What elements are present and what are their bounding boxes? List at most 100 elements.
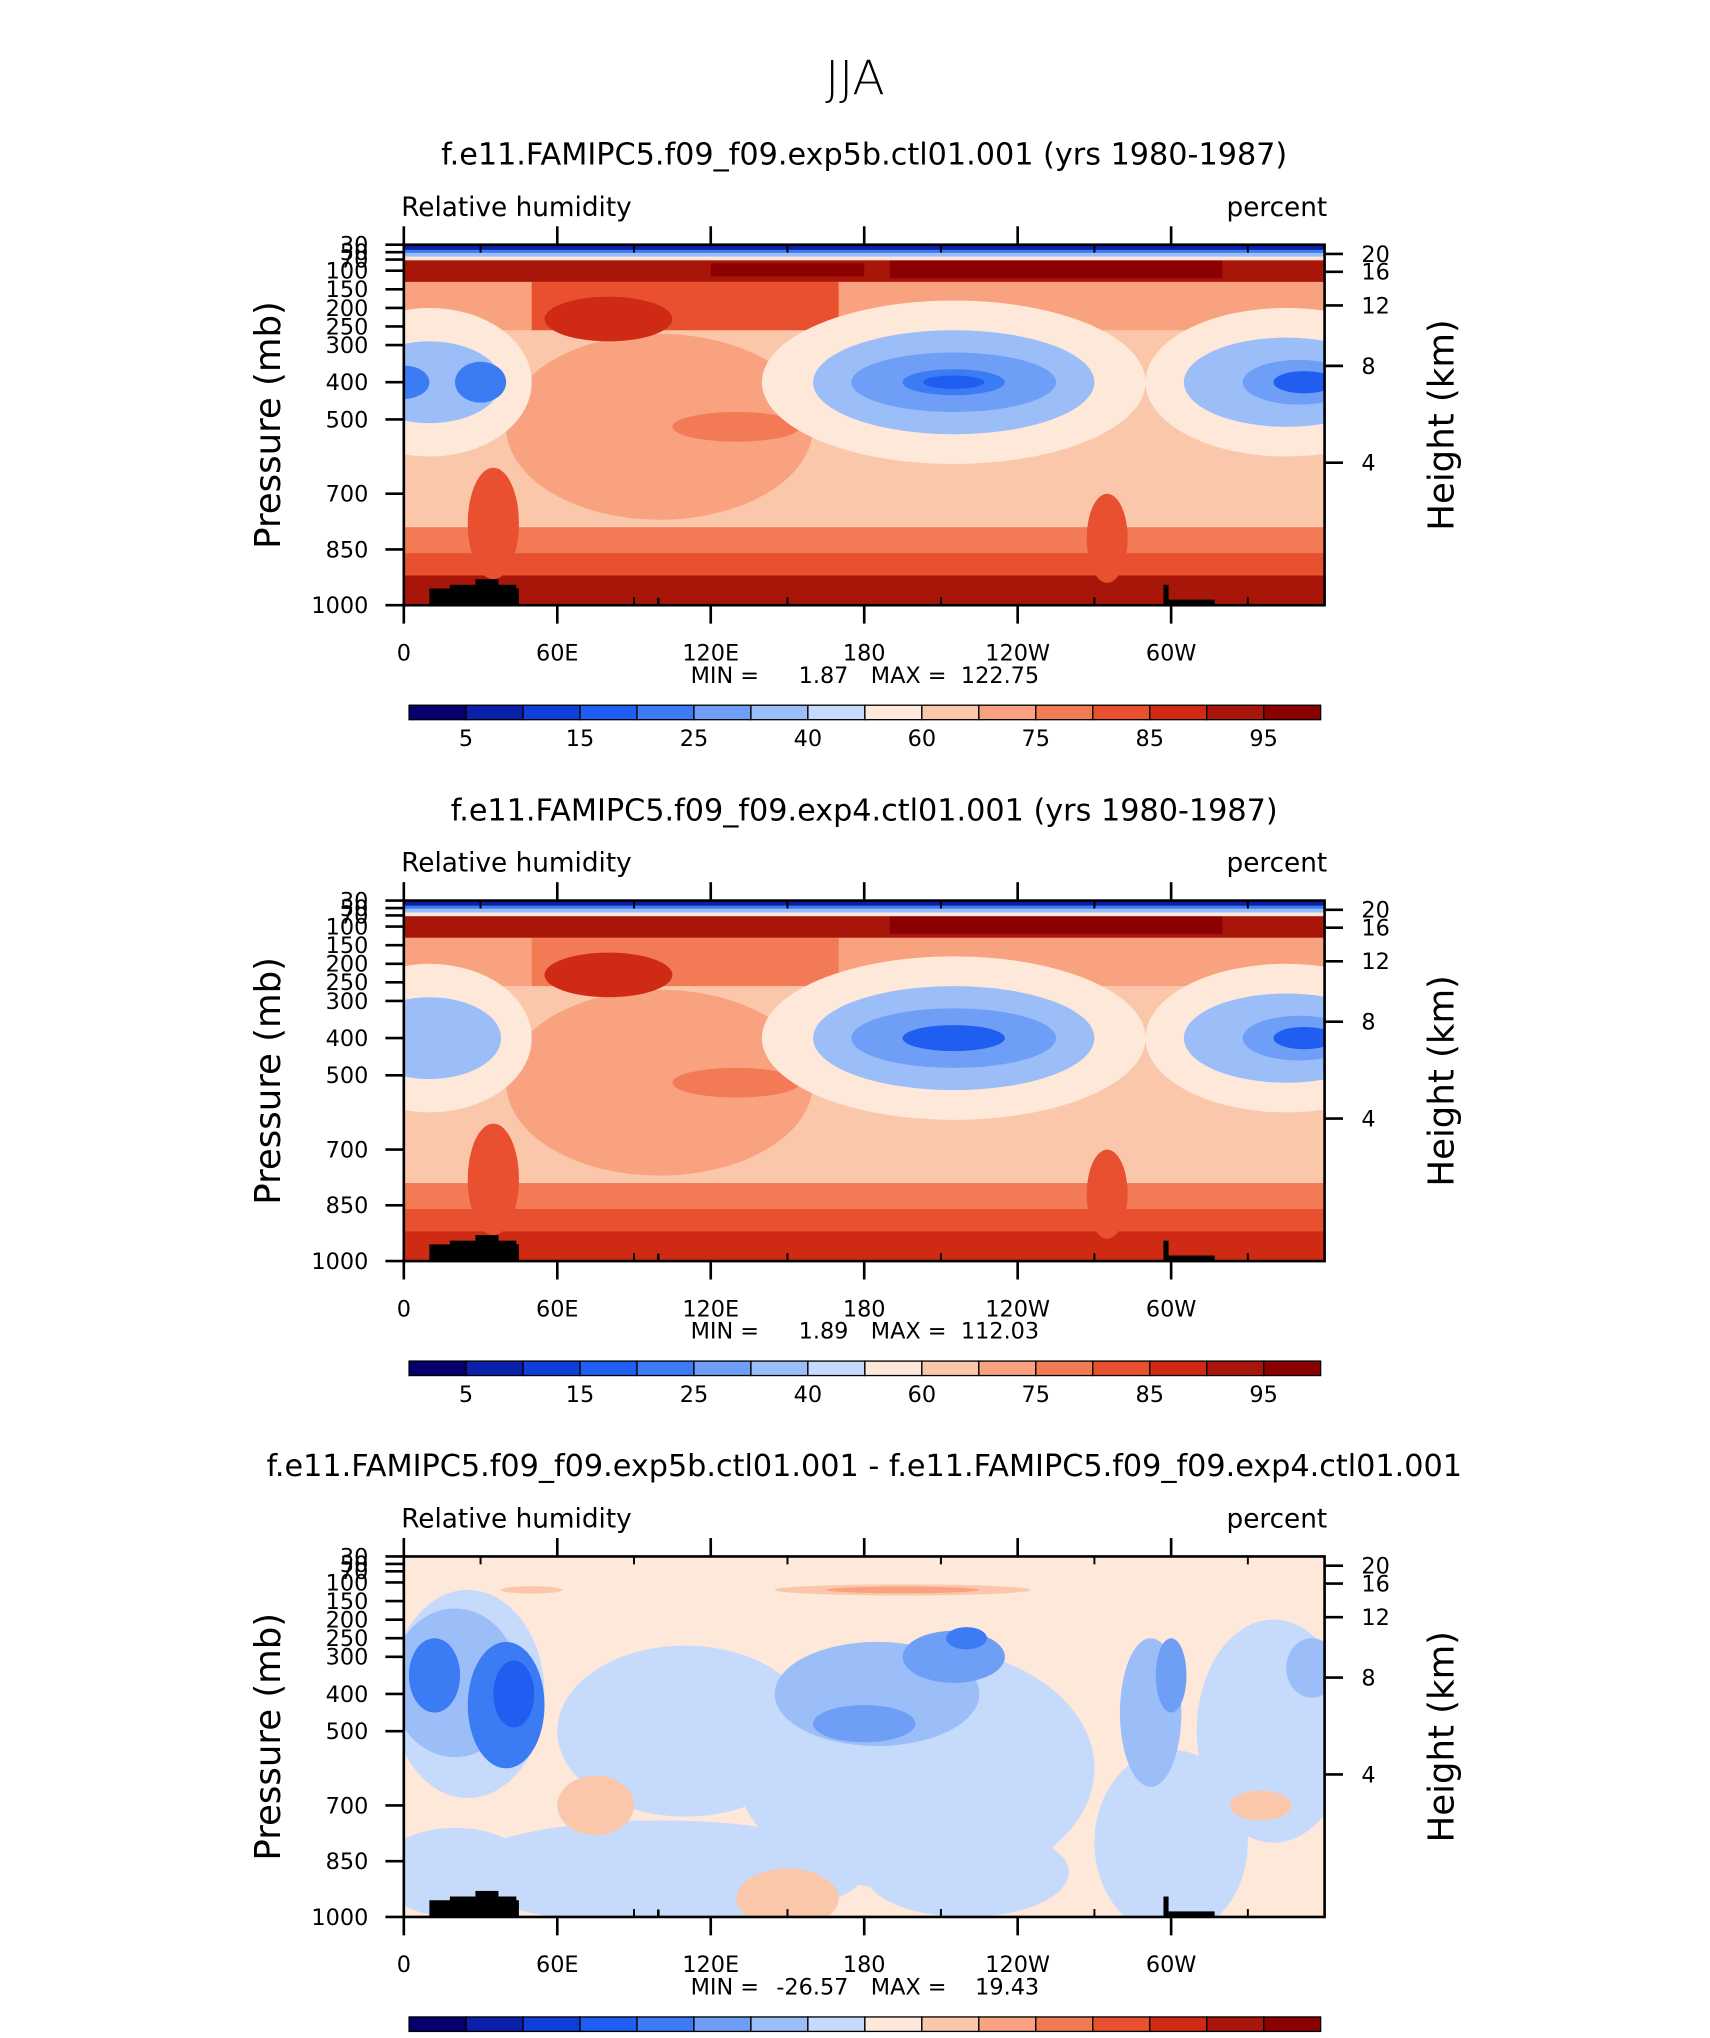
y-tick-label: 300 — [326, 989, 369, 1015]
contour-fill — [493, 1660, 535, 1728]
y-tick-label: 250 — [326, 1626, 369, 1652]
colorbar-box — [465, 704, 524, 721]
contour-fill — [544, 296, 673, 342]
min-value: 1.89 — [799, 1319, 849, 1345]
colorbar-box — [750, 1360, 809, 1377]
colorbar-box — [522, 2016, 581, 2033]
y-axis-label: Pressure (mb) — [248, 1613, 289, 1861]
y-tick-label: 700 — [326, 482, 369, 508]
colorbar-label: 85 — [1136, 1382, 1164, 1408]
y2-tick-label: 20 — [1361, 242, 1389, 268]
colorbar-box — [636, 1360, 695, 1377]
colorbar-box — [978, 2016, 1037, 2033]
contour-fill — [902, 1025, 1005, 1052]
contour-fill — [501, 1586, 563, 1594]
colorbar-box — [522, 704, 581, 721]
min-value: 1.87 — [799, 663, 849, 689]
x-tick-label: 60W — [1146, 1952, 1197, 1978]
y-tick-label: 50 — [340, 240, 368, 266]
contour-fill — [403, 997, 501, 1079]
y-tick-label: 400 — [326, 1682, 369, 1708]
contour-fill — [557, 1775, 635, 1836]
panel-title: f.e11.FAMIPC5.f09_f09.exp4.ctl01.001 (yr… — [451, 793, 1278, 828]
y2-tick-label: 4 — [1361, 1762, 1375, 1788]
y-tick-label: 700 — [326, 1137, 369, 1163]
colorbar-box — [579, 704, 638, 721]
contour-fill — [1273, 1026, 1325, 1050]
colorbar-box — [1092, 1360, 1151, 1377]
x-tick-label: 180 — [843, 1952, 886, 1978]
y-tick-label: 250 — [326, 970, 369, 996]
max-label: MAX = — [871, 663, 947, 689]
y2-tick-label: 12 — [1361, 949, 1389, 975]
colorbar-label: 25 — [680, 1382, 708, 1408]
left-string: Relative humidity — [401, 849, 632, 879]
colorbar-box — [522, 1360, 581, 1377]
colorbar-box — [807, 704, 866, 721]
contour-fill — [403, 255, 1325, 261]
y-tick-label: 100 — [326, 259, 369, 285]
colorbar-box — [1092, 704, 1151, 721]
min-label: MIN = — [691, 1975, 759, 2001]
colorbar-label: 40 — [794, 726, 822, 752]
topography — [1163, 584, 1169, 606]
colorbar-box — [693, 704, 752, 721]
colorbar-label: 25 — [680, 726, 708, 752]
left-string: Relative humidity — [401, 193, 632, 223]
colorbar-box — [408, 2016, 467, 2033]
contour-fill — [467, 467, 519, 580]
y-tick-label: 70 — [340, 1559, 368, 1585]
y-tick-label: 500 — [326, 1063, 369, 1089]
y2-tick-label: 20 — [1361, 898, 1389, 924]
y-tick-label: 500 — [326, 407, 369, 433]
right-string: percent — [1227, 193, 1328, 223]
right-string: percent — [1227, 849, 1328, 879]
colorbar-box — [1206, 2016, 1265, 2033]
min-value: -26.57 — [776, 1975, 848, 2001]
x-tick-label: 180 — [843, 640, 886, 666]
panel-title: f.e11.FAMIPC5.f09_f09.exp5b.ctl01.001 (y… — [441, 137, 1287, 172]
topography — [449, 584, 476, 606]
y2-axis-label: Height (km) — [1422, 319, 1463, 531]
x-tick-label: 180 — [843, 1296, 886, 1322]
colorbar-box — [1149, 704, 1208, 721]
topography — [657, 1909, 660, 1917]
y2-tick-label: 4 — [1361, 451, 1375, 477]
topography — [1168, 1911, 1215, 1917]
y-tick-label: 850 — [326, 1849, 369, 1875]
contour-fill — [864, 1827, 1069, 1917]
colorbar-box — [579, 2016, 638, 2033]
colorbar-box — [1263, 1360, 1322, 1377]
contour-fill — [813, 1705, 916, 1743]
y-tick-label: 300 — [326, 1645, 369, 1671]
topography — [449, 1240, 476, 1262]
colorbar-label: 15 — [566, 726, 594, 752]
topography — [498, 584, 517, 606]
y-tick-label: 70 — [340, 247, 368, 273]
colorbar-label: 95 — [1249, 726, 1277, 752]
contour-fill — [946, 1627, 987, 1650]
colorbar-box — [864, 1360, 923, 1377]
y-tick-label: 30 — [340, 1544, 368, 1570]
contour-fill — [1155, 1638, 1187, 1713]
x-tick-label: 120W — [985, 640, 1050, 666]
y2-tick-label: 4 — [1361, 1106, 1375, 1132]
colorbar-box — [1092, 2016, 1151, 2033]
contour-fill — [923, 375, 985, 389]
y2-tick-label: 8 — [1361, 354, 1375, 380]
max-label: MAX = — [871, 1975, 947, 2001]
min-label: MIN = — [691, 1319, 759, 1345]
y2-axis-label: Height (km) — [1422, 1631, 1463, 1843]
x-tick-label: 120W — [985, 1296, 1050, 1322]
y2-tick-label: 8 — [1361, 1010, 1375, 1036]
colorbar-box — [1035, 704, 1094, 721]
contour-fill — [672, 411, 801, 442]
colorbar-box — [693, 1360, 752, 1377]
colorbar-box — [978, 1360, 1037, 1377]
y-tick-label: 500 — [326, 1719, 369, 1745]
colorbar-box — [408, 1360, 467, 1377]
colorbar-box — [1149, 2016, 1208, 2033]
y-tick-label: 100 — [326, 914, 369, 940]
topography — [475, 579, 499, 606]
y-tick-label: 150 — [326, 277, 369, 303]
